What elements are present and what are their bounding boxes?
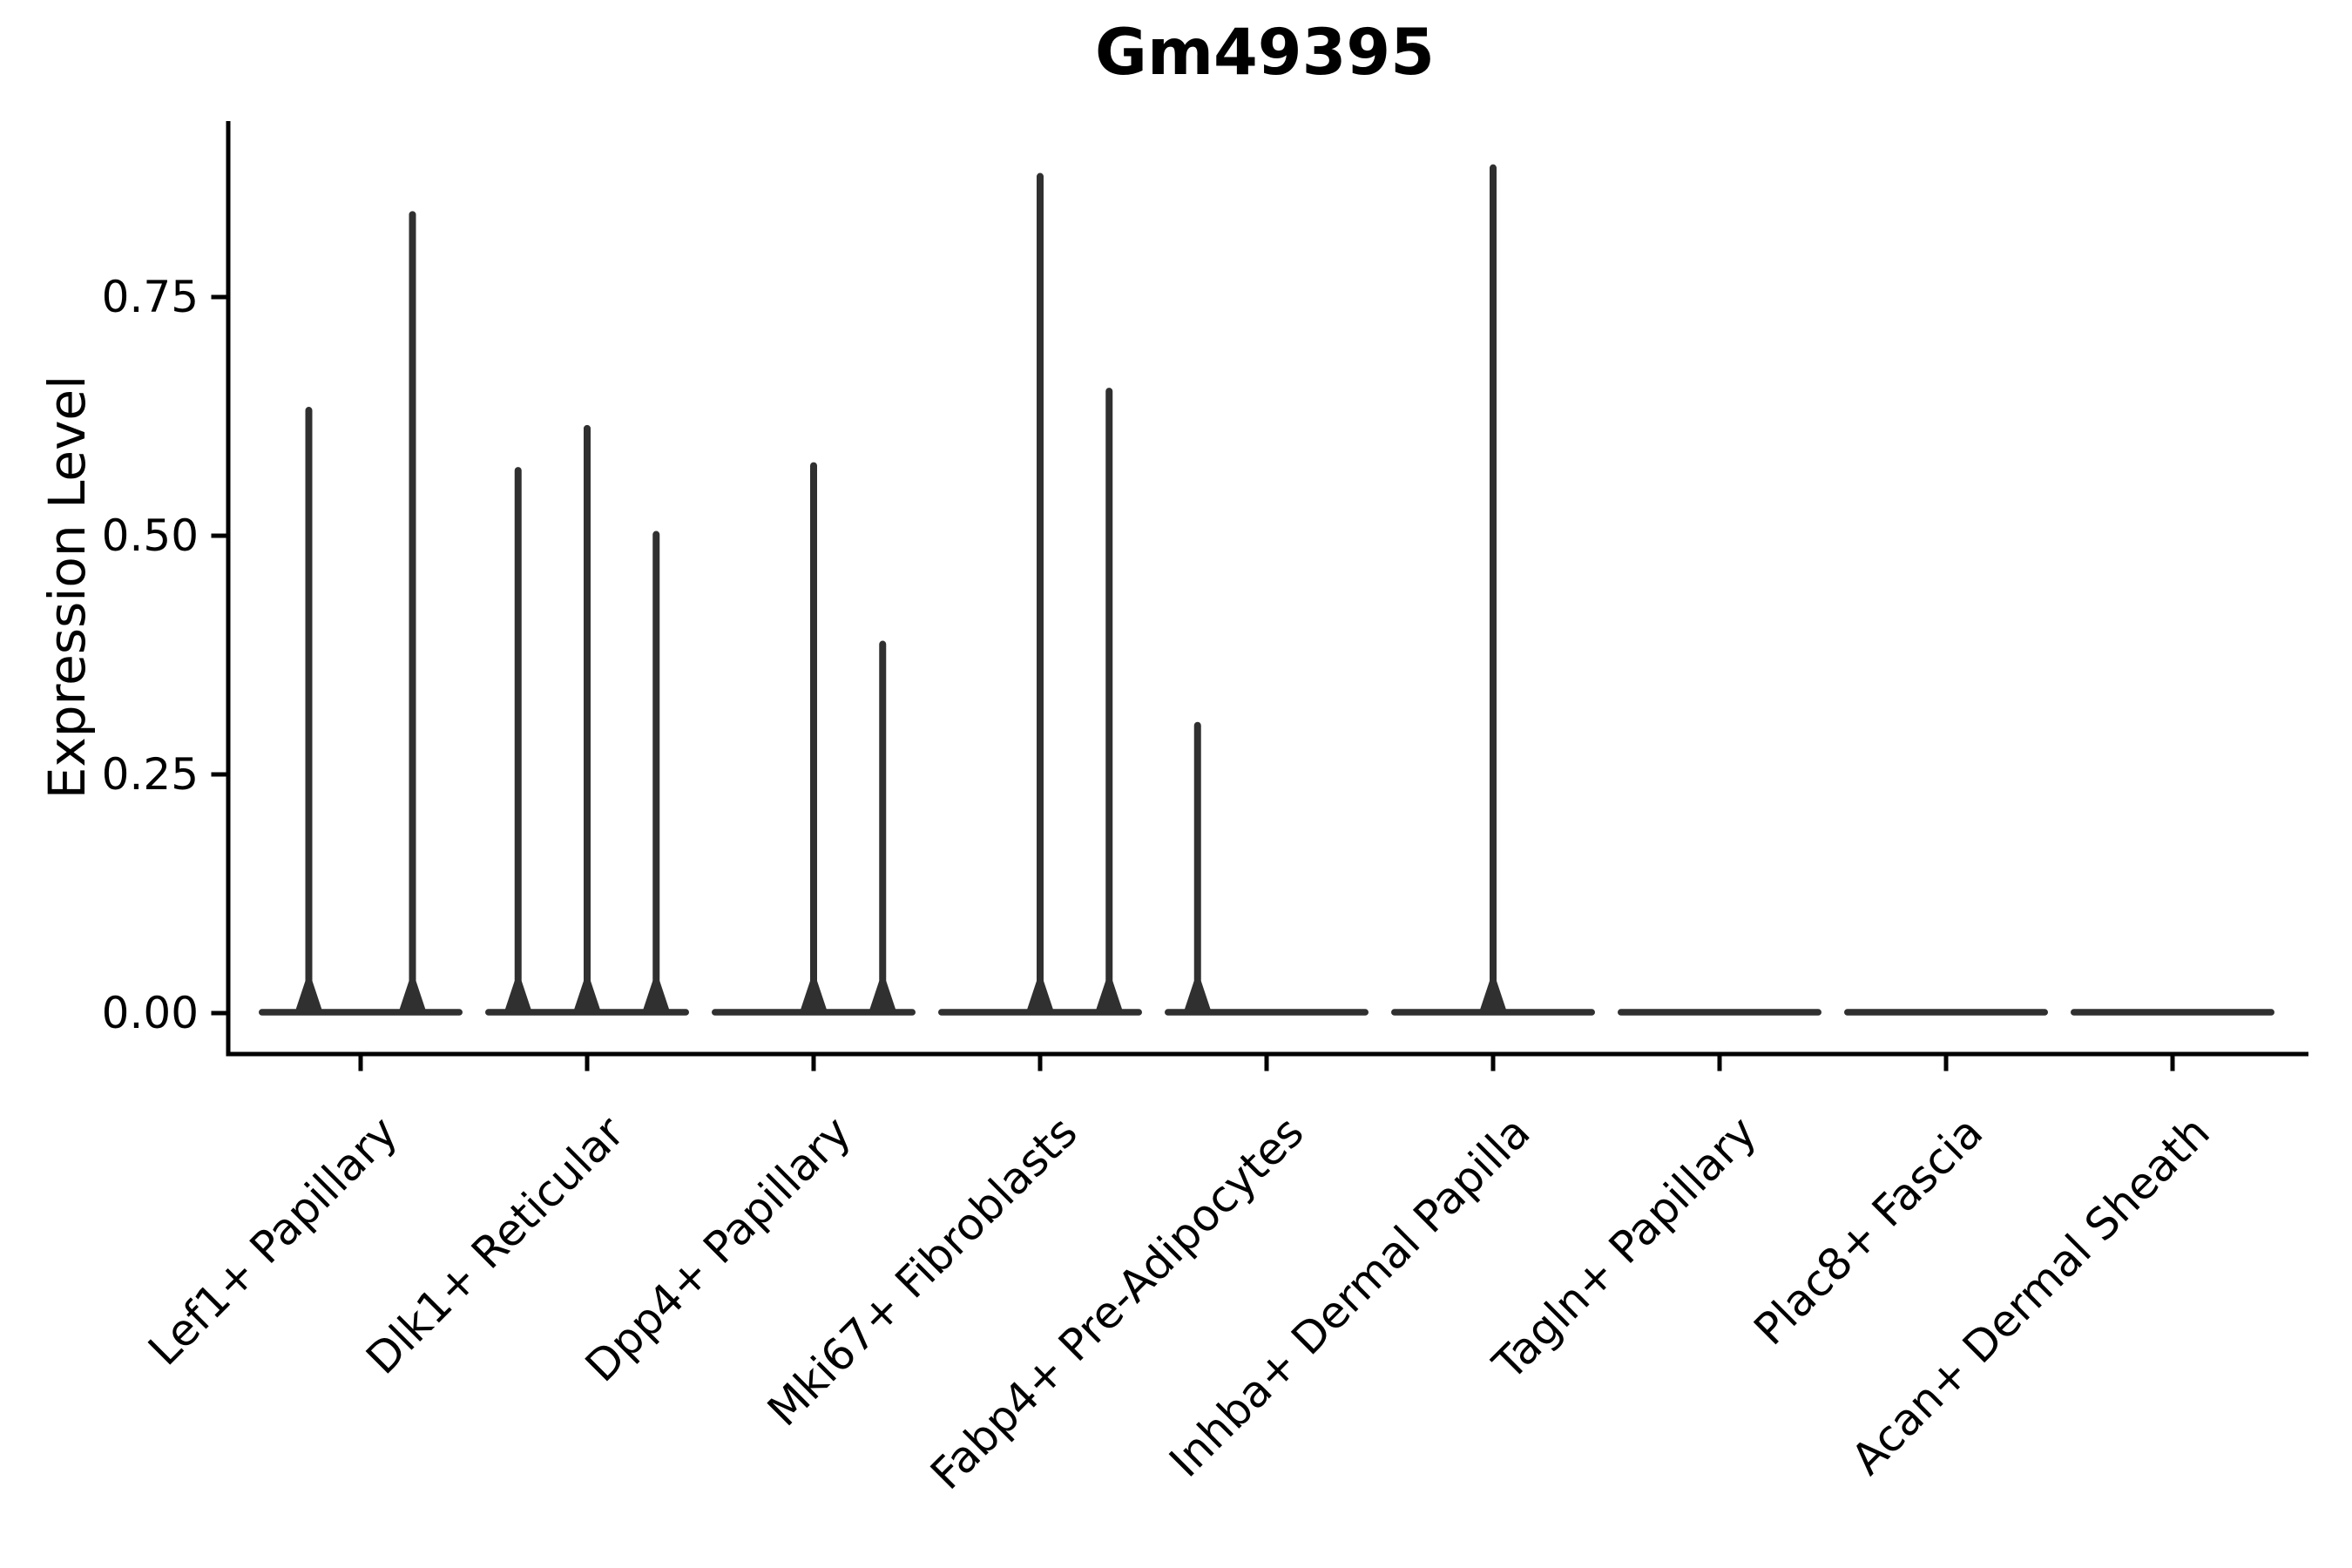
violin-spike [1037,172,1044,1012]
violin-spike [1193,721,1201,1012]
violin-base [2071,1009,2274,1016]
violin-spike [305,407,313,1012]
y-tick-label: 0.25 [101,749,199,800]
violin-spike [1490,164,1497,1012]
y-tick-label: 0.50 [101,510,199,561]
y-tick-label: 0.75 [101,272,199,322]
violin-base [259,1009,463,1016]
violin-spike [879,640,887,1012]
violin-spike [810,462,817,1012]
violin-spike [409,211,416,1013]
violin-spike [1105,388,1113,1012]
y-tick-label: 0.00 [101,988,199,1038]
violin-base [1165,1009,1369,1016]
violin-spike [514,467,522,1012]
violin-base [1618,1009,1821,1016]
violin-spike [652,531,660,1012]
violin-spike [584,424,591,1012]
violin-base [1844,1009,2048,1016]
chart-title: Gm49395 [1095,16,1435,90]
